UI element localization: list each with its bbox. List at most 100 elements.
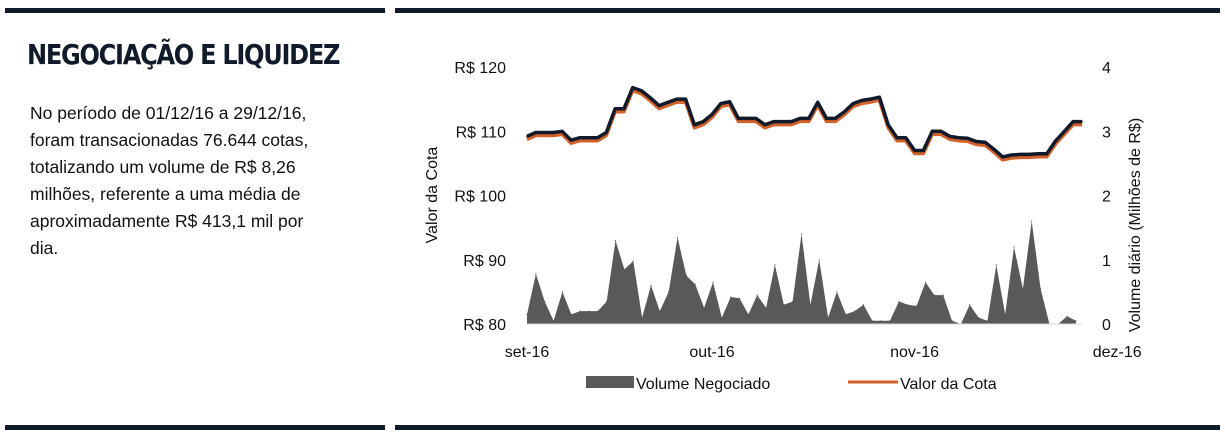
volume-point — [845, 313, 847, 315]
volume-point — [561, 291, 564, 293]
cota-point — [764, 124, 766, 126]
cota-point — [702, 120, 704, 123]
cota-point — [1037, 152, 1039, 155]
section-title: NEGOCIAÇÃO E LIQUIDEZ — [27, 38, 340, 71]
cota-point — [913, 149, 916, 152]
volume-point — [756, 294, 758, 296]
legend-label-volume: Volume Negociado — [636, 376, 770, 393]
volume-point — [703, 307, 705, 309]
volume-point — [1031, 220, 1033, 222]
cota-point — [623, 108, 625, 110]
cota-point — [957, 136, 960, 139]
volume-point — [570, 313, 572, 315]
volume-point — [800, 233, 803, 235]
volume-point — [1075, 320, 1077, 322]
y-right-tick-label: 4 — [1102, 60, 1111, 77]
volume-point — [712, 281, 714, 283]
cota-point — [1001, 156, 1004, 158]
cota-point — [1054, 140, 1057, 142]
x-tick-label: dez-16 — [1093, 344, 1142, 361]
volume-point — [668, 291, 670, 293]
cota-point — [843, 111, 845, 113]
cota-line — [526, 88, 1082, 162]
volume-point — [694, 283, 696, 285]
cota-point — [1028, 153, 1030, 156]
volume-area — [527, 221, 1076, 324]
cota-point — [676, 98, 678, 100]
volume-point — [774, 264, 776, 266]
cota-point — [878, 96, 881, 98]
volume-point — [606, 300, 608, 303]
volume-point — [553, 320, 555, 322]
cota-point — [1081, 120, 1083, 123]
volume-point — [730, 296, 732, 298]
cota-point — [975, 140, 978, 143]
cota-point — [614, 108, 616, 110]
volume-point — [907, 304, 909, 306]
cota-point — [649, 97, 652, 99]
legend: Volume Negociado Valor da Cota — [586, 376, 997, 393]
cota-point — [605, 131, 608, 134]
y-axis-left-title: Valor da Cota — [424, 147, 441, 244]
volume-point — [871, 320, 873, 322]
volume-point — [783, 304, 785, 306]
y-left-tick-label: R$ 80 — [463, 317, 506, 334]
volume-point — [747, 313, 750, 315]
cota-point — [931, 130, 933, 133]
volume-point — [614, 239, 617, 242]
cota-point — [896, 136, 898, 139]
y-left-tick-label: R$ 120 — [454, 60, 506, 77]
cota-point — [993, 148, 995, 150]
left-axis-ticks: R$ 120 R$ 110 R$ 100 R$ 90 R$ 80 — [454, 60, 506, 334]
cota-point — [852, 102, 854, 105]
volume-point — [544, 300, 546, 303]
volume-point — [588, 310, 590, 312]
volume-point — [809, 304, 812, 306]
volume-point — [942, 294, 944, 296]
volume-point — [933, 294, 935, 296]
cota-point — [737, 117, 740, 120]
cota-point — [570, 139, 572, 141]
cota-point — [552, 131, 555, 134]
right-axis-ticks: 4 3 2 1 0 — [1102, 60, 1111, 334]
volume-point — [986, 320, 989, 322]
cota-point — [799, 117, 801, 120]
cota-point — [587, 136, 590, 139]
volume-layer — [526, 220, 1077, 325]
volume-point — [916, 305, 918, 307]
cota-point — [922, 149, 925, 152]
volume-point — [685, 275, 688, 277]
x-tick-label: set-16 — [505, 344, 550, 361]
volume-point — [650, 284, 652, 286]
cota-point — [579, 136, 581, 139]
volume-point — [889, 320, 891, 322]
volume-point — [738, 297, 741, 299]
volume-point — [818, 259, 820, 261]
cota-point — [869, 98, 872, 100]
cota-point — [543, 131, 546, 134]
cota-point — [816, 101, 819, 104]
legend-swatch-volume — [586, 376, 634, 388]
volume-point — [1040, 288, 1042, 290]
cota-point — [684, 98, 687, 100]
volume-point — [836, 291, 838, 293]
legend-label-cota: Valor da Cota — [900, 376, 997, 393]
cota-point — [667, 101, 669, 104]
cota-point — [966, 137, 969, 140]
cota-point — [596, 136, 599, 139]
x-tick-label: nov-16 — [890, 344, 939, 361]
cota-line-layer — [526, 85, 1083, 162]
cota-point — [561, 130, 563, 133]
cota-point — [746, 117, 748, 120]
cota-point — [711, 113, 713, 116]
y-right-tick-label: 1 — [1102, 253, 1111, 270]
cota-point — [905, 136, 907, 139]
volume-point — [898, 300, 900, 303]
y-left-tick-label: R$ 100 — [454, 189, 506, 206]
cota-outline-line — [526, 85, 1082, 159]
volume-point — [765, 307, 767, 309]
volume-point — [579, 310, 581, 312]
y-axis-right-title: Volume diário (Milhões de R$) — [1127, 118, 1144, 332]
cota-point — [526, 135, 528, 138]
